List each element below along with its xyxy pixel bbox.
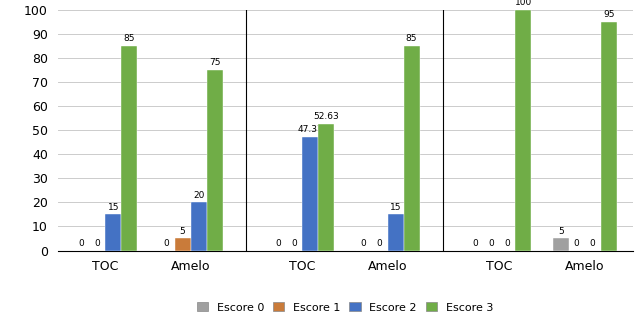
Text: 0: 0 <box>505 238 511 247</box>
Bar <box>206 70 222 250</box>
Text: 0: 0 <box>473 238 479 247</box>
Text: 0: 0 <box>79 238 84 247</box>
Bar <box>174 238 190 250</box>
Bar <box>388 214 404 250</box>
Text: 0: 0 <box>95 238 100 247</box>
Text: 0: 0 <box>291 238 297 247</box>
Text: 20: 20 <box>193 190 204 199</box>
Bar <box>105 214 121 250</box>
Text: 0: 0 <box>164 238 169 247</box>
Text: 5: 5 <box>558 226 564 235</box>
Text: 15: 15 <box>108 202 119 211</box>
Bar <box>404 46 420 250</box>
Bar <box>553 238 569 250</box>
Text: 52.63: 52.63 <box>314 112 339 121</box>
Bar <box>516 10 532 250</box>
Text: 95: 95 <box>603 10 614 19</box>
Bar <box>190 202 206 250</box>
Text: 0: 0 <box>574 238 580 247</box>
Text: 0: 0 <box>361 238 367 247</box>
Bar <box>121 46 137 250</box>
Bar <box>302 137 318 250</box>
Text: 0: 0 <box>275 238 281 247</box>
Bar <box>318 124 334 250</box>
Text: 100: 100 <box>515 0 532 7</box>
Text: 0: 0 <box>590 238 596 247</box>
Bar <box>601 22 617 250</box>
Text: 47.37: 47.37 <box>298 125 323 134</box>
Legend: Escore 0, Escore 1, Escore 2, Escore 3: Escore 0, Escore 1, Escore 2, Escore 3 <box>192 298 498 317</box>
Text: 0: 0 <box>377 238 383 247</box>
Text: 75: 75 <box>209 58 220 67</box>
Text: 85: 85 <box>406 34 417 43</box>
Text: 15: 15 <box>390 202 401 211</box>
Text: 5: 5 <box>180 226 185 235</box>
Text: 85: 85 <box>124 34 135 43</box>
Text: 0: 0 <box>489 238 495 247</box>
